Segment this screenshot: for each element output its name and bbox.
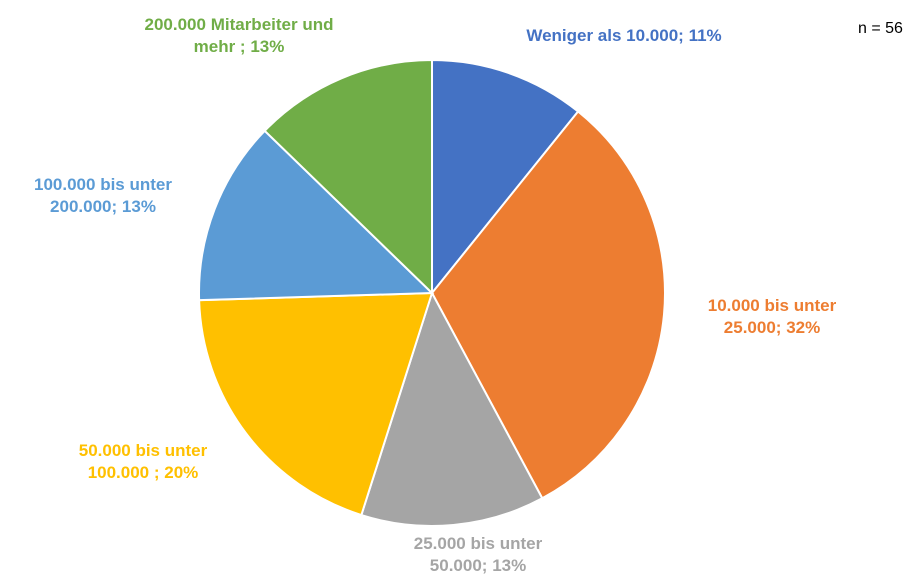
category-label: 25.000 bis unter 50.000; xyxy=(413,534,543,575)
pie-slice xyxy=(360,290,544,527)
slice-label: 50.000 bis unter 100.000 ; 20% xyxy=(63,440,223,484)
value-label: 13% xyxy=(250,37,285,56)
slice-label: 25.000 bis unter 50.000; 13% xyxy=(398,533,558,577)
pie-slice xyxy=(431,58,580,296)
pie-slice xyxy=(198,129,435,302)
value-label: 32% xyxy=(786,318,821,337)
slice-label: Weniger als 10.000; 11% xyxy=(524,25,724,47)
pie-slice xyxy=(198,291,434,517)
value-label: 13% xyxy=(121,197,156,216)
category-label: 50.000 bis unter 100.000 ; xyxy=(78,441,208,482)
pie-slice xyxy=(263,58,433,296)
value-label: 11% xyxy=(688,26,722,45)
category-label: 100.000 bis unter 200.000; xyxy=(34,175,172,216)
value-label: 13% xyxy=(492,556,527,575)
category-label: Weniger als 10.000; xyxy=(526,26,684,45)
slice-label: 200.000 Mitarbeiter und mehr ; 13% xyxy=(144,14,334,58)
slice-label: 10.000 bis unter 25.000; 32% xyxy=(692,295,852,339)
sample-size-note: n = 56 xyxy=(858,20,903,37)
value-label: 20% xyxy=(164,463,199,482)
pie-slice xyxy=(430,110,666,500)
category-label: 200.000 Mitarbeiter und mehr ; xyxy=(144,15,334,56)
slice-label: 100.000 bis unter 200.000; 13% xyxy=(18,174,188,218)
category-label: 10.000 bis unter 25.000; xyxy=(707,296,837,337)
